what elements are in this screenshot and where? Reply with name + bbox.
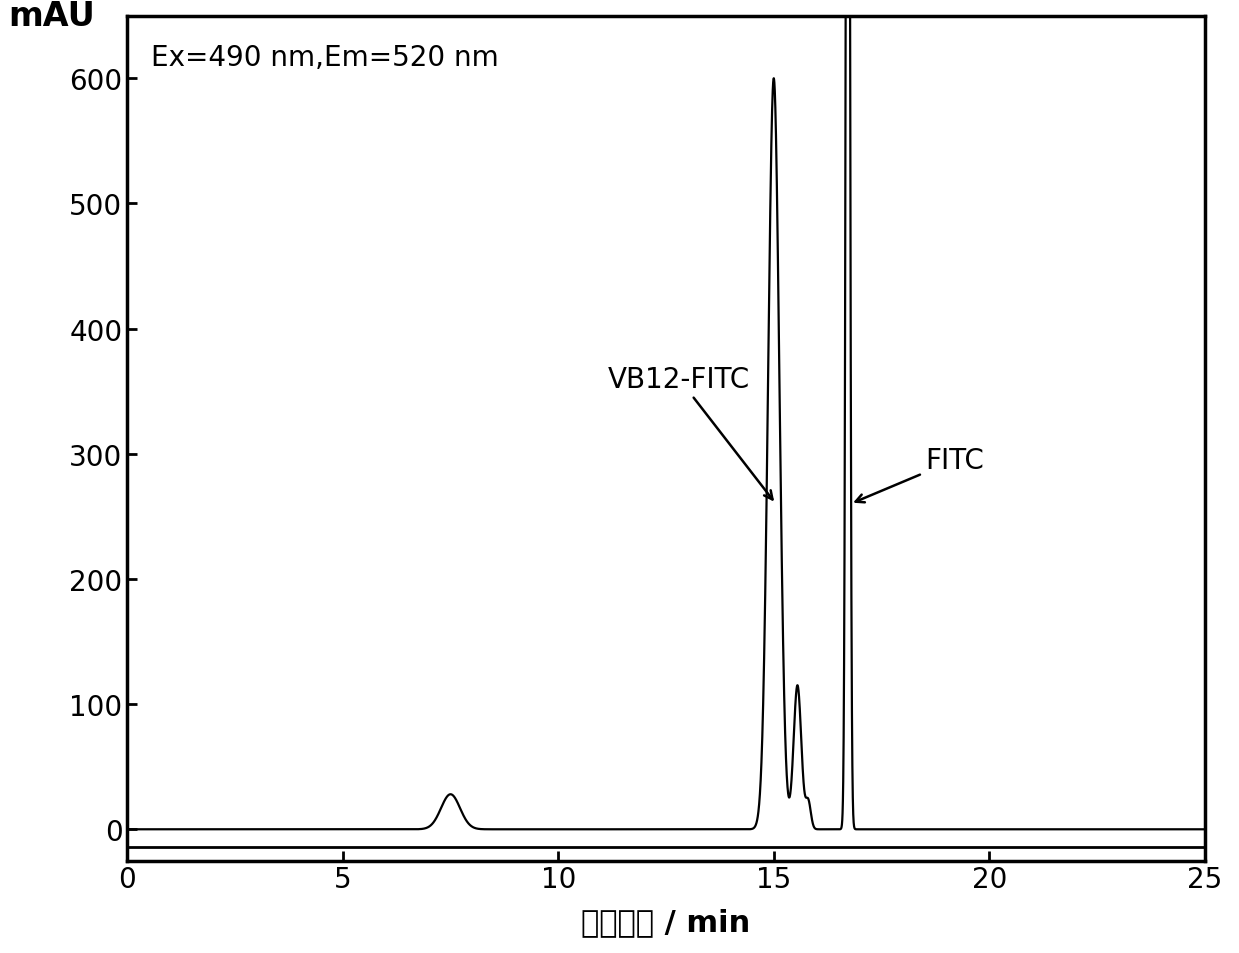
X-axis label: 流出时间 / min: 流出时间 / min — [581, 907, 751, 937]
Y-axis label: mAU: mAU — [9, 0, 95, 32]
Text: VB12-FITC: VB12-FITC — [608, 365, 772, 500]
Text: FITC: FITC — [856, 447, 984, 503]
Text: Ex=490 nm,Em=520 nm: Ex=490 nm,Em=520 nm — [151, 44, 499, 72]
